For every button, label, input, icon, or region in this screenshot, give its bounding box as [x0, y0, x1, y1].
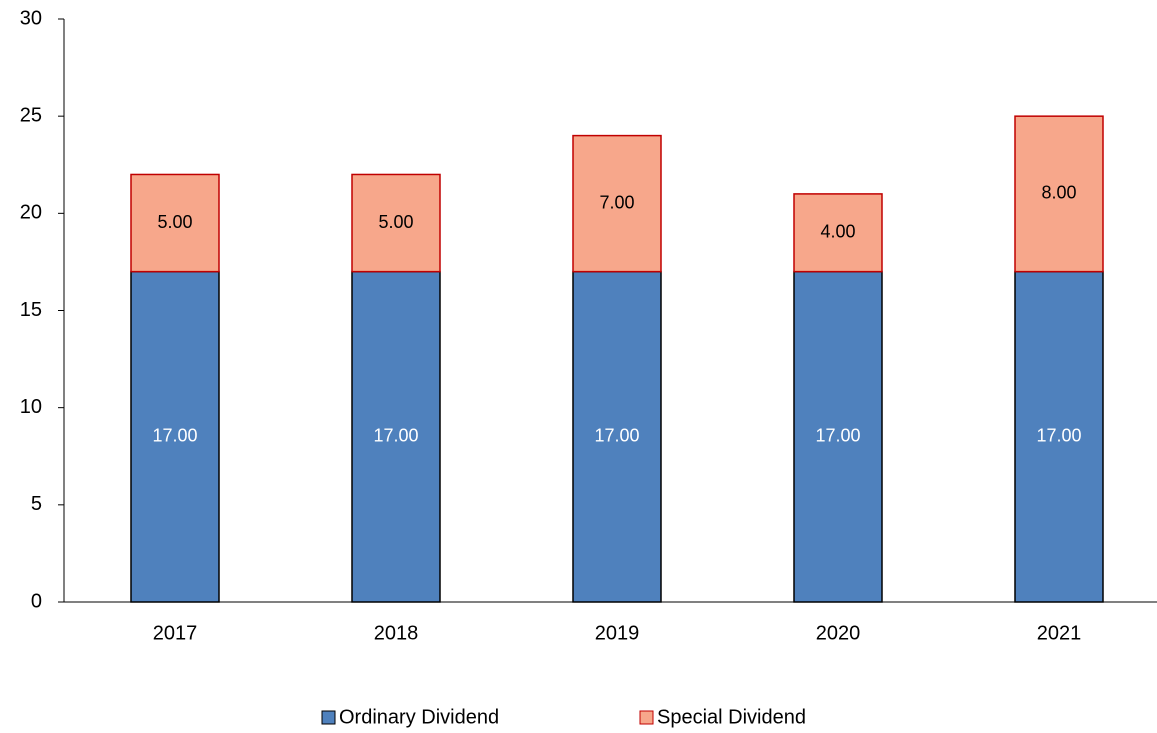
bar-segment [572, 134, 662, 273]
bar-segment [130, 270, 220, 603]
value-label: 8.00 [1041, 183, 1076, 203]
value-label: 17.00 [373, 426, 418, 446]
bar-segment [1014, 115, 1104, 273]
bar-segment [351, 270, 441, 603]
legend-label: Special Dividend [657, 706, 806, 728]
bar-segment [130, 173, 220, 273]
x-tick-label: 2017 [153, 622, 198, 644]
y-tick-label: 5 [31, 493, 42, 515]
bar-segment [1014, 270, 1104, 603]
value-label: 7.00 [599, 192, 634, 212]
value-label: 17.00 [152, 426, 197, 446]
y-tick-label: 10 [20, 396, 42, 418]
value-label: 4.00 [820, 222, 855, 242]
value-label: 17.00 [594, 426, 639, 446]
x-tick-label: 2021 [1037, 622, 1082, 644]
value-label: 17.00 [1036, 426, 1081, 446]
y-tick-label: 25 [20, 104, 42, 126]
y-tick-label: 20 [20, 202, 42, 224]
bar-segment [572, 270, 662, 603]
y-tick-label: 15 [20, 299, 42, 321]
value-label: 5.00 [157, 212, 192, 232]
bar-segment [793, 193, 883, 273]
value-label: 5.00 [378, 212, 413, 232]
value-label: 17.00 [815, 426, 860, 446]
y-tick-label: 0 [31, 590, 42, 612]
legend-swatch [639, 710, 654, 725]
x-tick-label: 2019 [595, 622, 640, 644]
x-tick-label: 2020 [816, 622, 861, 644]
legend-label: Ordinary Dividend [339, 706, 499, 728]
y-tick-label: 30 [20, 7, 42, 29]
legend-swatch [321, 710, 336, 725]
bar-segment [351, 173, 441, 273]
x-tick-label: 2018 [374, 622, 419, 644]
